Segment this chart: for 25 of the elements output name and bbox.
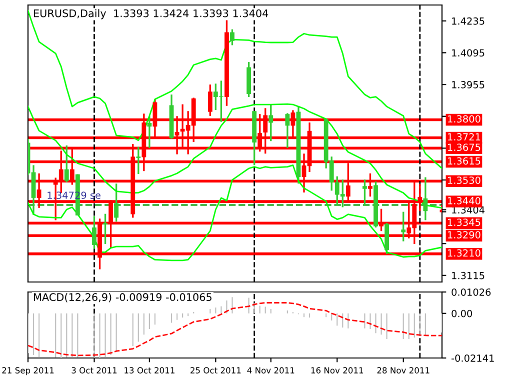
ref-line-label: 1.3675 [448, 144, 480, 151]
ref-line-label: 1.3440 [448, 197, 480, 204]
x-tick-label: 4 Nov 2011 [247, 367, 294, 374]
chart-title: MACD(12,26,9) -0.00919 -0.01065 [34, 293, 212, 302]
x-tick-label: 28 Nov 2011 [377, 367, 430, 374]
x-tick-label: 21 Sep 2011 [2, 367, 54, 376]
y-tick-label: 0.00 [452, 310, 472, 318]
ref-line-label: 1.3800 [448, 115, 480, 123]
ref-line-label: 1.3290 [448, 231, 480, 238]
y-tick-label: 1.3115 [452, 272, 484, 280]
y-tick-label: 1.3955 [452, 81, 484, 88]
x-tick-label: 25 Oct 2011 [190, 367, 241, 374]
y-tick-label: -0.02141 [452, 354, 494, 362]
ref-line-label: 1.3345 [448, 218, 480, 226]
ref-line-label: 1.3530 [448, 176, 480, 184]
y-tick-label: 1.4095 [452, 49, 484, 57]
y-tick-label: 0.01026 [452, 288, 491, 296]
chart-title: EURUSD,Daily 1.3393 1.3424 1.3393 1.3404 [34, 9, 268, 20]
x-tick-label: 3 Oct 2011 [72, 367, 117, 374]
ref-line-label: 1.3721 [448, 133, 480, 141]
ref-line-label: 1.3615 [448, 157, 480, 165]
ref-line-label: 1.3210 [448, 249, 480, 257]
y-tick-label: 1.4235 [452, 17, 484, 25]
x-tick-label: 13 Oct 2011 [124, 367, 174, 374]
x-tick-label: 16 Nov 2011 [311, 367, 364, 374]
